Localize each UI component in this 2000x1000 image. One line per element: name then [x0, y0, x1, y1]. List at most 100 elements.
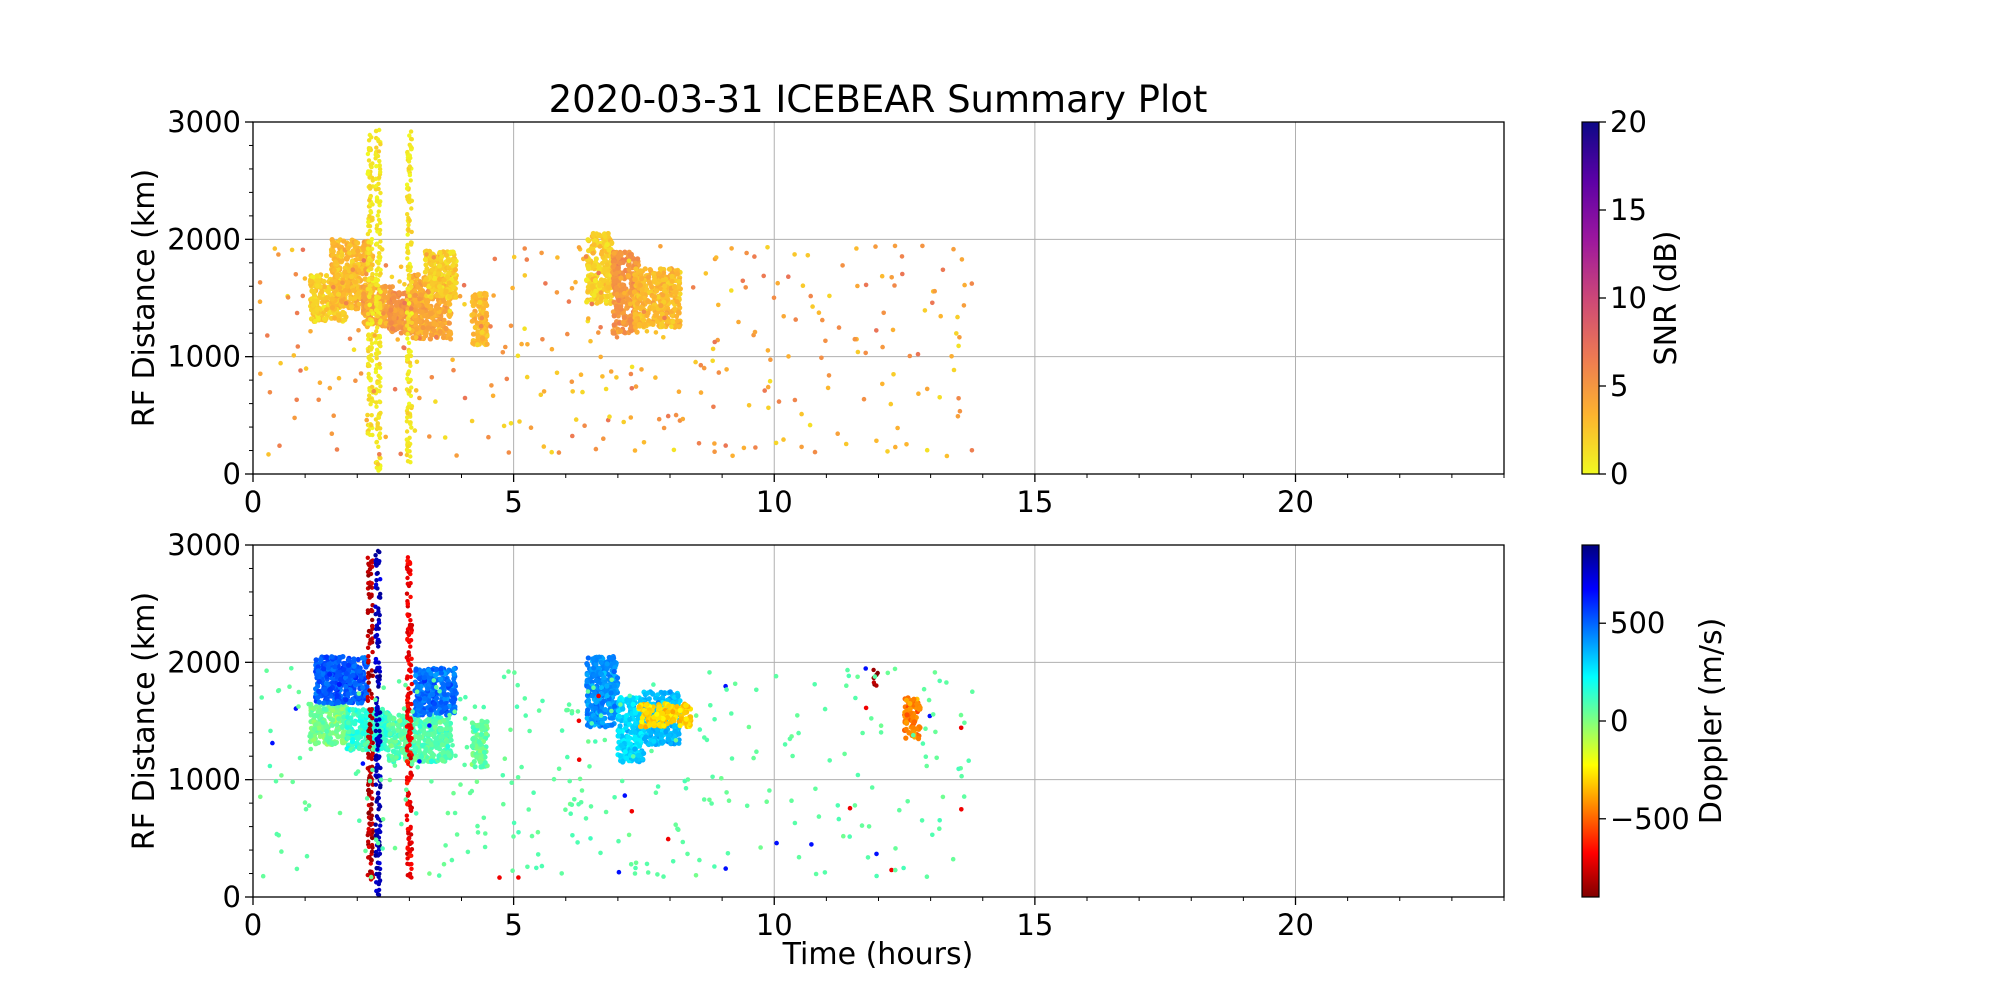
data-point [874, 438, 879, 444]
data-point [429, 281, 435, 287]
data-point [358, 700, 365, 706]
data-point [428, 670, 434, 677]
data-point [387, 284, 393, 290]
data-point [469, 720, 475, 726]
data-point [628, 415, 634, 420]
data-point [775, 280, 780, 286]
data-point [351, 720, 358, 726]
data-point [327, 385, 333, 391]
data-point [316, 699, 322, 705]
data-point [674, 271, 681, 277]
data-point [334, 692, 340, 699]
data-point [522, 246, 527, 251]
data-point [378, 303, 383, 309]
data-point [439, 254, 445, 260]
data-point [765, 245, 770, 250]
data-point [366, 278, 371, 283]
data-point [956, 396, 961, 401]
data-point [442, 317, 447, 323]
data-point [405, 256, 410, 261]
data-point [816, 310, 822, 316]
data-point [907, 353, 913, 359]
data-point [433, 740, 439, 747]
data-point [367, 376, 372, 381]
data-point [318, 656, 324, 663]
data-point [427, 712, 433, 718]
data-point [484, 341, 490, 347]
data-point [407, 164, 412, 169]
data-point [631, 289, 638, 295]
x-tick-label: 0 [244, 485, 262, 519]
data-point [445, 681, 451, 687]
data-point [479, 315, 485, 321]
data-point [470, 311, 476, 317]
data-point [614, 335, 620, 340]
data-point [669, 278, 675, 284]
data-point [324, 681, 330, 687]
data-point [423, 262, 429, 268]
data-point [611, 259, 617, 265]
data-point [959, 257, 965, 262]
data-point [701, 365, 707, 371]
data-point [895, 425, 900, 431]
data-point [367, 283, 372, 288]
data-point [675, 284, 682, 290]
data-point [863, 350, 868, 356]
data-point [257, 299, 263, 305]
data-point [590, 232, 597, 239]
data-point [406, 349, 412, 355]
data-point [374, 272, 379, 277]
data-point [476, 291, 483, 297]
data-point [330, 707, 336, 713]
data-point [885, 449, 890, 454]
data-point [944, 453, 950, 459]
data-point [357, 290, 363, 297]
data-point [628, 328, 634, 334]
data-point [406, 276, 411, 281]
data-point [723, 443, 728, 448]
data-point [539, 250, 544, 256]
data-point [353, 378, 358, 384]
data-point [508, 421, 514, 426]
data-point [484, 313, 490, 319]
data-point [650, 305, 656, 311]
data-point [362, 296, 368, 302]
data-point [428, 310, 434, 317]
data-point [317, 380, 323, 386]
data-point [448, 737, 454, 743]
data-point [610, 330, 616, 336]
data-point [628, 301, 633, 307]
data-point [469, 743, 475, 749]
data-point [880, 381, 885, 387]
data-point [321, 316, 328, 322]
data-point [369, 423, 374, 428]
data-point [711, 404, 716, 410]
data-point [339, 298, 345, 305]
data-point [302, 276, 308, 281]
data-point [315, 278, 321, 284]
data-point [586, 316, 591, 321]
data-point [437, 328, 443, 335]
data-point [423, 746, 429, 752]
data-point [376, 373, 381, 379]
data-point [425, 731, 431, 737]
data-point [647, 280, 653, 286]
data-point [792, 397, 798, 403]
data-point [404, 182, 410, 187]
data-point [324, 654, 330, 660]
data-point [646, 318, 652, 324]
data-point [484, 719, 490, 725]
data-point [660, 277, 666, 283]
data-point [617, 328, 624, 334]
data-point [426, 290, 431, 295]
data-point [423, 333, 429, 339]
data-point [303, 366, 309, 371]
data-point [576, 245, 582, 250]
data-point [614, 375, 619, 380]
data-point [315, 695, 321, 701]
data-point [412, 296, 419, 303]
data-point [629, 386, 635, 391]
data-point [951, 246, 956, 252]
data-point [930, 300, 935, 306]
data-point [589, 301, 595, 307]
